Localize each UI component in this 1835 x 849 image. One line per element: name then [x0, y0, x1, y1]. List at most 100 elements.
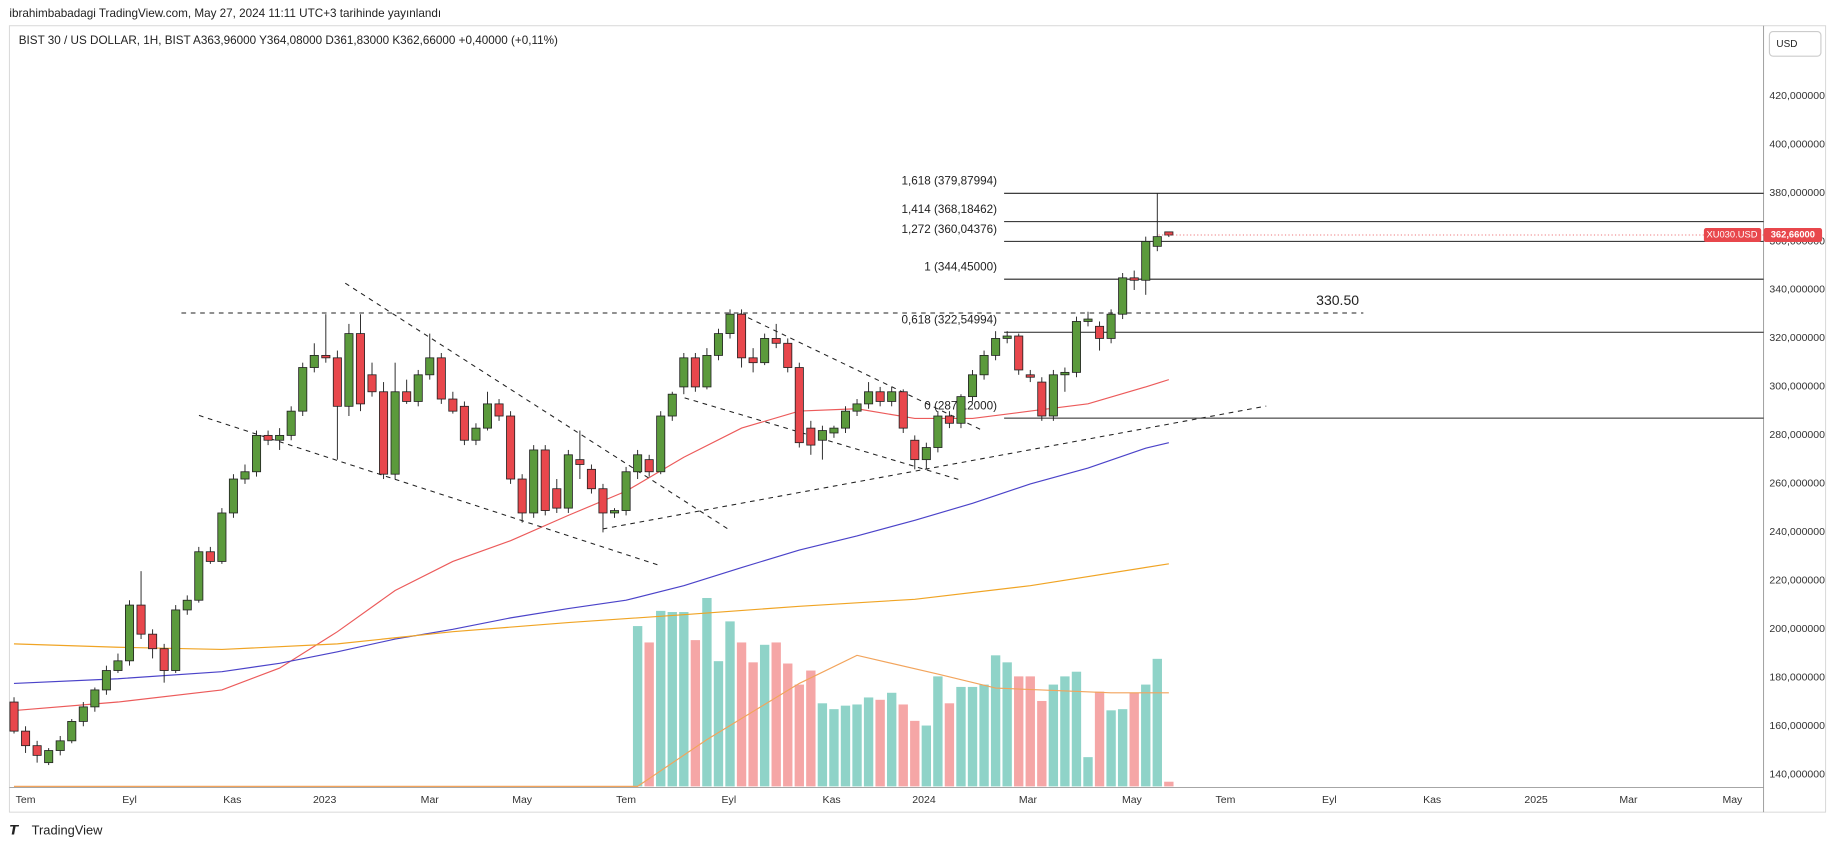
- candle-body: [690, 357, 700, 388]
- footer: TradingView: [32, 822, 103, 837]
- candle-body: [494, 403, 504, 417]
- volume-bar: [840, 705, 851, 787]
- x-tick-label: Eyl: [122, 794, 137, 806]
- candle-body: [737, 313, 747, 359]
- volume-bar: [644, 642, 654, 787]
- volume-bar: [1060, 676, 1070, 787]
- volume-bar: [1014, 676, 1024, 787]
- candle-body: [379, 391, 389, 475]
- candle-body: [205, 551, 215, 562]
- candle-body: [1141, 241, 1151, 281]
- candle-body: [991, 338, 1001, 356]
- x-tick-label: 2024: [912, 794, 936, 806]
- fib-label: 1,414 (368,18462): [902, 203, 998, 216]
- volume-bar: [656, 610, 666, 787]
- candle-body: [367, 374, 377, 393]
- volume-bar: [679, 612, 689, 787]
- fib-label: 0,618 (322,54994): [902, 314, 998, 327]
- volume-bar: [1048, 684, 1059, 787]
- candle-body: [298, 367, 308, 412]
- candle-body: [679, 357, 689, 388]
- candle-body: [852, 403, 862, 412]
- volume-bar: [944, 703, 955, 787]
- candle-body: [506, 415, 516, 480]
- candle-body: [194, 551, 204, 601]
- x-tick-label: Tem: [616, 794, 636, 806]
- fib-label: 1,618 (379,87994): [902, 175, 998, 188]
- volume-bar: [875, 699, 885, 787]
- volume-bar: [1083, 757, 1093, 787]
- volume-bar: [771, 642, 781, 787]
- candle-body: [344, 333, 354, 407]
- candle-body: [598, 488, 608, 514]
- candle-body: [875, 391, 885, 402]
- y-tick-label: 200,000000: [1769, 623, 1825, 635]
- candle-body: [459, 405, 469, 441]
- y-tick-label: 180,000000: [1769, 672, 1825, 684]
- candle-body: [1118, 277, 1128, 315]
- candle-body: [286, 410, 296, 436]
- candle-body: [448, 398, 458, 412]
- trend-line: [344, 282, 729, 530]
- y-tick-label: 220,000000: [1769, 575, 1825, 587]
- candle-body: [771, 338, 781, 344]
- volume-bar: [783, 663, 793, 787]
- candle-body: [817, 430, 827, 441]
- x-tick-label: Kas: [223, 794, 241, 806]
- candle-body: [517, 478, 527, 514]
- candle-body: [471, 427, 481, 441]
- candle-body: [898, 391, 908, 429]
- x-tick-label: 2023: [313, 794, 337, 806]
- candle-body: [540, 449, 550, 511]
- volume-bar: [690, 640, 701, 787]
- volume-bar: [990, 655, 1001, 787]
- volume-layer: [13, 597, 1174, 787]
- candle-body: [702, 354, 712, 388]
- candle-body: [390, 391, 400, 475]
- candle-body: [1071, 321, 1081, 373]
- logo-mark: 𝙏: [9, 822, 19, 837]
- y-tick-label: 300,000000: [1769, 381, 1825, 393]
- volume-bar: [887, 692, 897, 787]
- candle-body: [78, 706, 88, 722]
- volume-bar: [748, 662, 758, 787]
- volume-bar: [852, 704, 862, 787]
- candle-body: [436, 357, 446, 400]
- x-tick-label: 2025: [1524, 794, 1548, 806]
- volume-bar: [1025, 676, 1035, 787]
- volume-bar: [632, 626, 643, 787]
- candle-body: [217, 512, 227, 562]
- volume-bar: [898, 704, 908, 787]
- candle-body: [563, 454, 573, 509]
- candle-body: [124, 604, 135, 662]
- volume-bar: [806, 670, 816, 787]
- candle-body: [355, 333, 365, 405]
- candle-body: [713, 333, 723, 356]
- volume-bar: [702, 597, 712, 787]
- volume-bar: [1152, 658, 1162, 787]
- candle-body: [21, 730, 31, 747]
- price-tag-bg: [1763, 228, 1823, 243]
- candle-body: [644, 459, 654, 473]
- volume-bar: [1141, 684, 1151, 787]
- candle-body: [529, 449, 539, 514]
- x-tick-label: Tem: [1215, 794, 1235, 806]
- fib-label: 1,272 (360,04376): [902, 223, 998, 236]
- y-tick-label: 320,000000: [1769, 332, 1825, 344]
- x-tick-label: Kas: [1423, 794, 1441, 806]
- chart-title: BIST 30 / US DOLLAR, 1H, BIST A363,96000…: [19, 34, 558, 47]
- y-tick-label: 280,000000: [1769, 429, 1825, 441]
- candle-body: [309, 354, 319, 368]
- candle-body: [1095, 325, 1105, 339]
- x-tick-label: May: [1122, 794, 1143, 806]
- candle-body: [552, 488, 562, 509]
- candle-body: [656, 415, 666, 473]
- x-tick-label: Mar: [1619, 794, 1638, 806]
- currency-box[interactable]: [1768, 31, 1822, 57]
- candle-body: [482, 403, 493, 429]
- candle-body: [55, 740, 65, 751]
- candle-body: [1060, 371, 1070, 376]
- x-tick-label: Eyl: [1322, 794, 1337, 806]
- moving-average: [13, 563, 1169, 651]
